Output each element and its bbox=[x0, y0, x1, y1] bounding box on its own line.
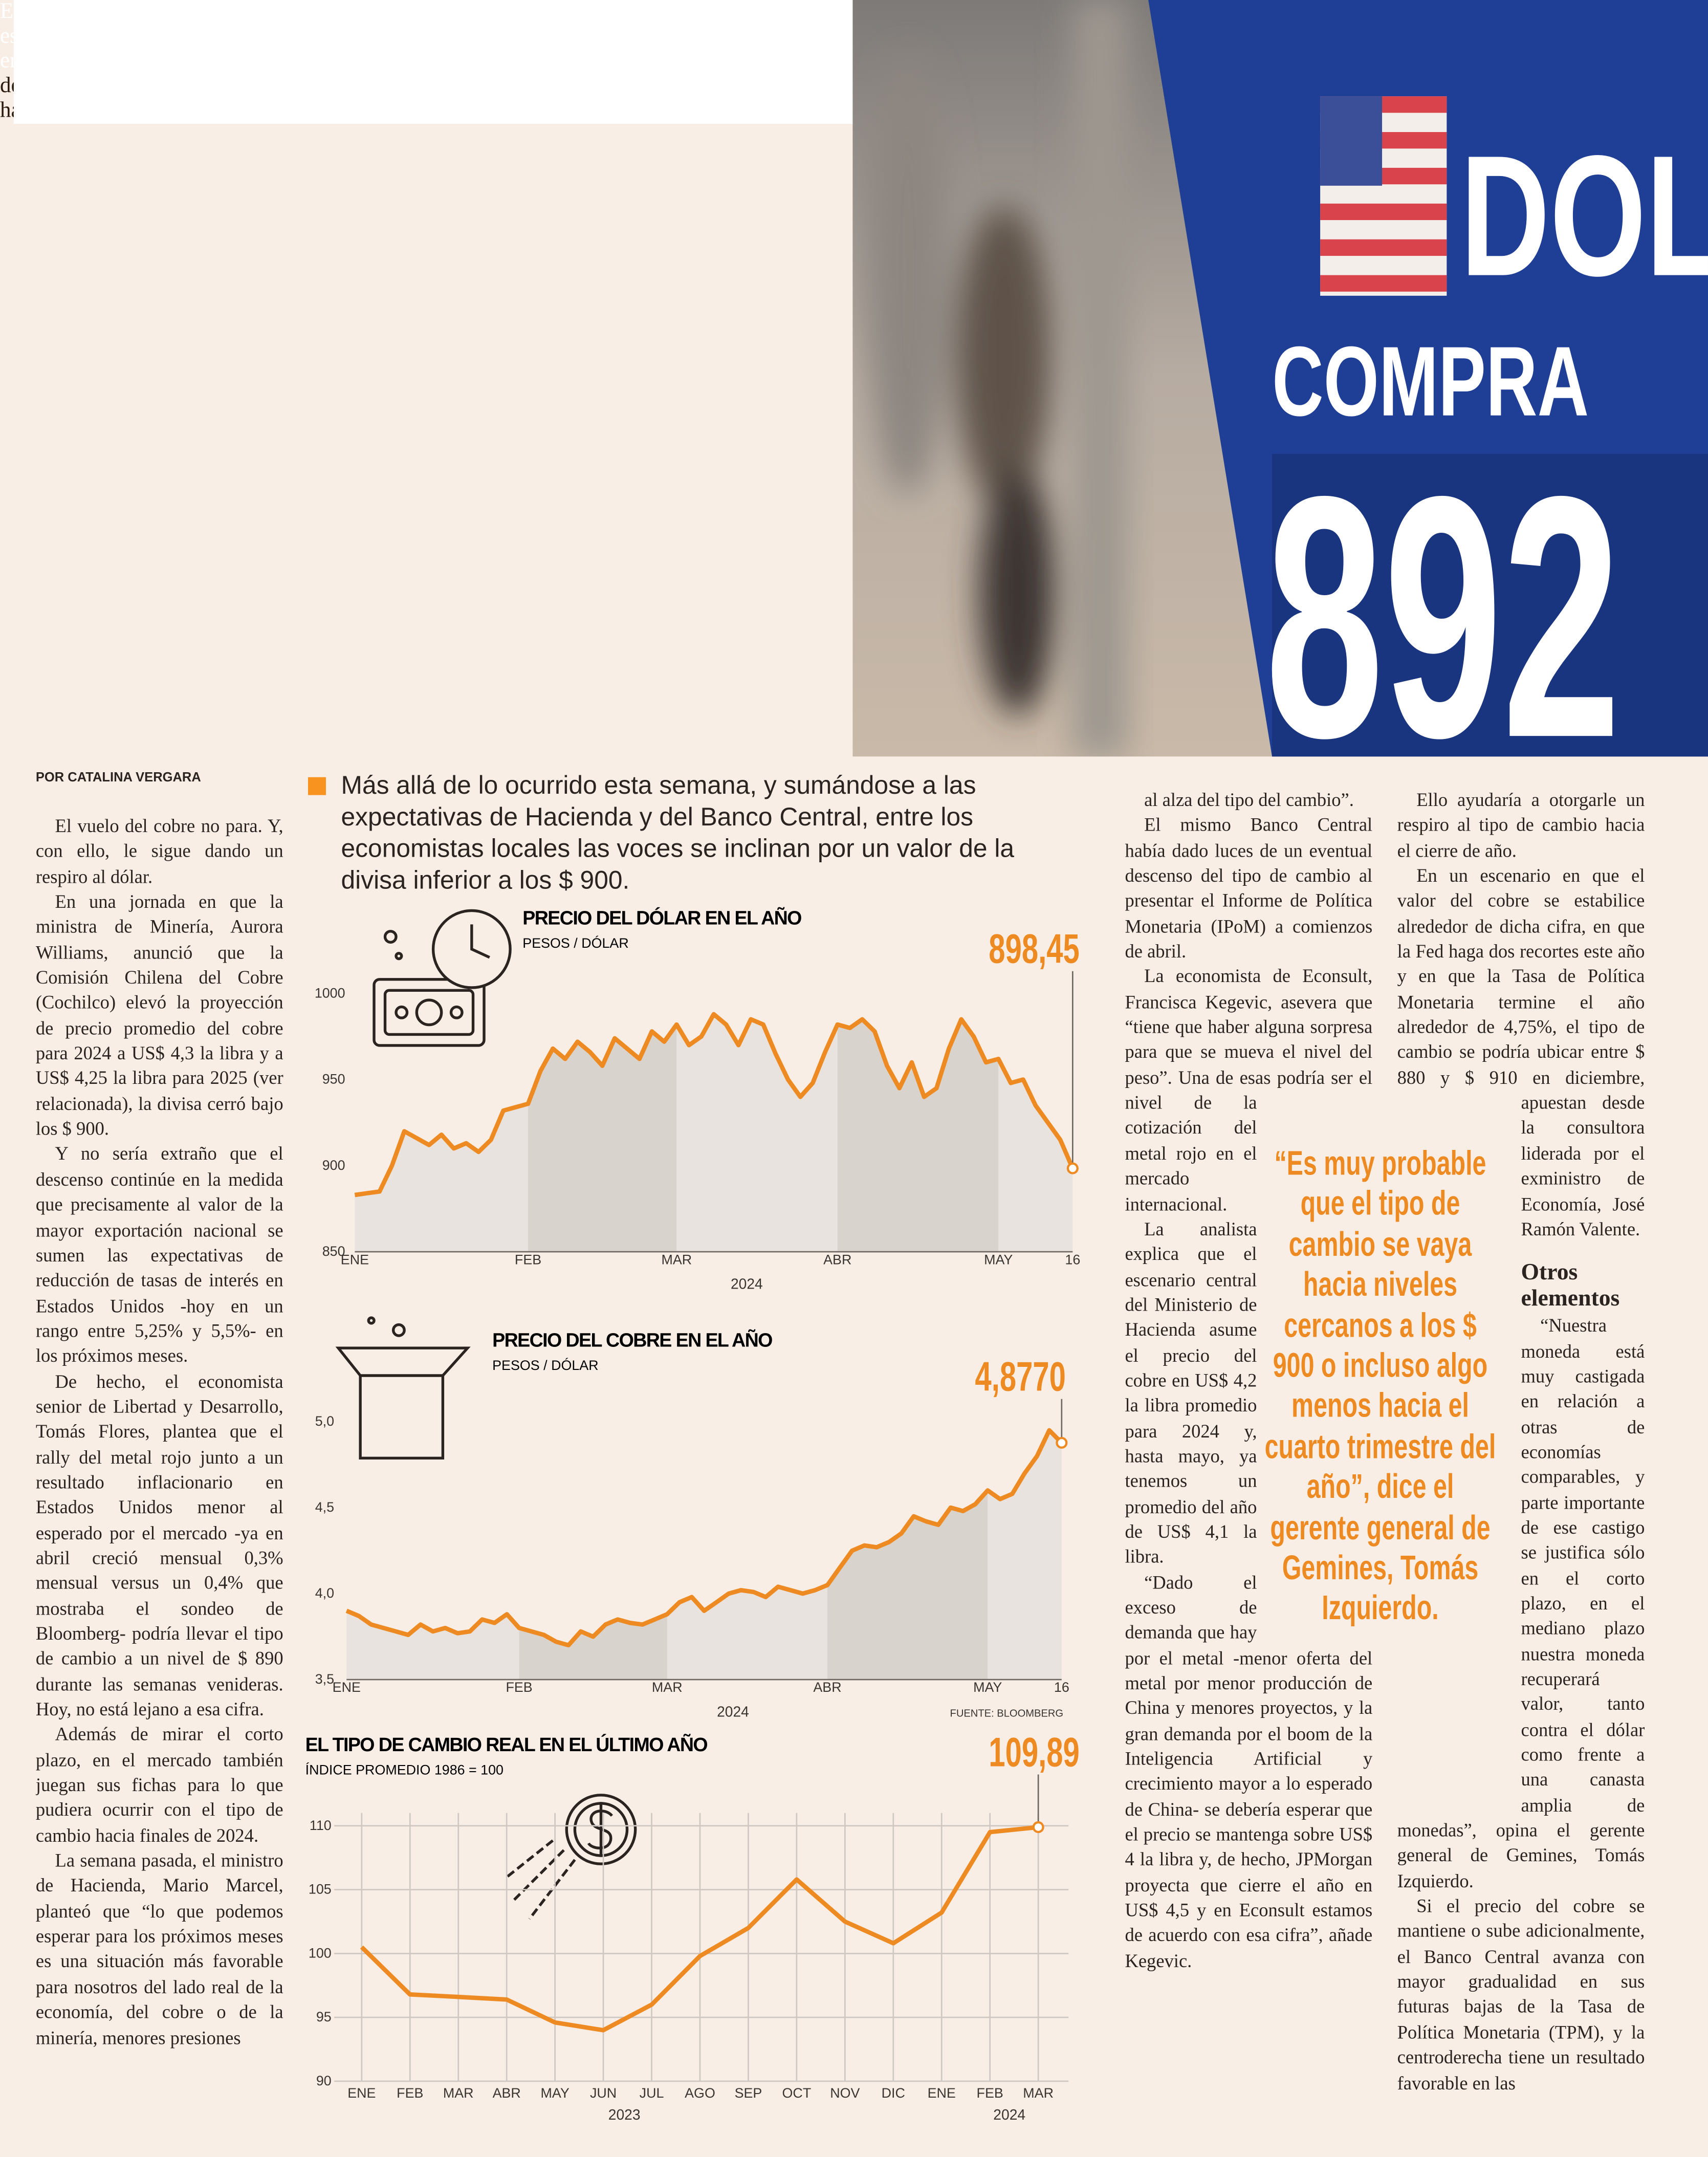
x-tick-label: AGO bbox=[685, 2085, 715, 2101]
icon-copper bbox=[335, 1316, 471, 1459]
x-tick-label: ABR bbox=[493, 2085, 521, 2101]
paragraph: “Nuestra moneda está muy castigada en re… bbox=[1397, 1315, 1645, 1891]
x-tick-label: OCT bbox=[782, 2085, 812, 2101]
year-label: 2024 bbox=[717, 1704, 749, 1720]
y-tick-label: 1000 bbox=[315, 985, 345, 1000]
icon-coin bbox=[505, 1794, 637, 1920]
paragraph: Ello ayudaría a otorgarle un respiro al … bbox=[1397, 789, 1645, 861]
icon-money bbox=[373, 909, 512, 1047]
end-marker bbox=[1056, 1436, 1068, 1449]
sign-text: 892 bbox=[1265, 425, 1621, 756]
line bbox=[345, 1428, 1063, 1648]
paragraph: En un escenario en que el valor del cobr… bbox=[1397, 865, 1645, 1239]
paragraph: La economista de Econsult, Francisca Keg… bbox=[1125, 966, 1373, 1214]
x-tick-label: JUN bbox=[590, 2085, 617, 2101]
y-tick-label: 110 bbox=[310, 1818, 332, 1833]
x-tick-label: JUL bbox=[640, 2085, 664, 2101]
column: al alza del tipo del cambio”. El mismo Ba… bbox=[1125, 788, 1372, 2143]
x-tick-label: ENE bbox=[341, 1252, 369, 1267]
y-tick-label: 95 bbox=[316, 2009, 332, 2024]
subhead: Otros elementos bbox=[1521, 1259, 1620, 1312]
x-tick-label: NOV bbox=[830, 2085, 860, 2101]
x-tick-label: FEB bbox=[397, 2085, 423, 2101]
x-tick-label: MAY bbox=[973, 1680, 1002, 1695]
x-tick-label: ABR bbox=[823, 1252, 851, 1267]
paragraph: De hecho, el economista senior de Libert… bbox=[35, 1370, 283, 1720]
value-label: 109,89 bbox=[989, 1729, 1080, 1775]
value-label: 898,45 bbox=[989, 925, 1080, 972]
paragraph: La semana pasada, el ministro de Haciend… bbox=[35, 1850, 283, 2048]
paragraph: Y no sería extraño que el descenso conti… bbox=[35, 1143, 283, 1366]
column: Ello ayudaría a otorgarle un respiro al … bbox=[1397, 788, 1645, 2143]
source: FUENTE: BLOOMBERG bbox=[950, 1708, 1064, 1719]
y-tick-label: 950 bbox=[322, 1072, 345, 1087]
x-tick-label: FEB bbox=[506, 1680, 532, 1695]
sign-text: COMPRA bbox=[1272, 325, 1589, 437]
month-band bbox=[528, 1014, 677, 1252]
paragraph: Además de mirar el corto plazo, en el me… bbox=[35, 1724, 283, 1846]
y-tick-label: 5,0 bbox=[315, 1413, 334, 1429]
y-tick-label: 3,5 bbox=[315, 1671, 334, 1687]
x-tick-label: ABR bbox=[813, 1680, 841, 1695]
pull-quote: “Es muy probable que el tipo de cambio s… bbox=[1264, 1144, 1496, 1628]
year-label: 2023 bbox=[608, 2106, 641, 2123]
paragraph: En una jornada en que la ministra de Min… bbox=[35, 891, 283, 1139]
paragraph: El vuelo del cobre no para. Y, con ello,… bbox=[35, 815, 283, 887]
us-flag bbox=[1320, 96, 1447, 296]
paragraph: “Dado el exceso de demanda que hay por e… bbox=[1125, 1572, 1373, 1971]
x-tick-label: MAR bbox=[661, 1252, 692, 1267]
x-tick-label: FEB bbox=[515, 1252, 541, 1267]
x-tick-label: SEP bbox=[735, 2085, 762, 2101]
y-tick-label: 4,5 bbox=[315, 1499, 334, 1515]
line bbox=[360, 1825, 1039, 2033]
x-tick-label: ENE bbox=[333, 1680, 361, 1695]
y-tick-label: 900 bbox=[322, 1158, 345, 1173]
y-tick-label: 90 bbox=[316, 2073, 332, 2088]
chart-title: PRECIO DEL DÓLAR EN EL AÑO bbox=[522, 907, 801, 928]
month-band bbox=[837, 1014, 999, 1252]
x-tick-label: MAR bbox=[443, 2085, 474, 2101]
x-tick-label: FEB bbox=[977, 2085, 1003, 2101]
x-tick-label: MAY bbox=[984, 1252, 1013, 1267]
x-tick-label: MAY bbox=[541, 2085, 570, 2101]
month-band bbox=[827, 1430, 988, 1680]
y-tick-label: 105 bbox=[309, 1882, 332, 1897]
sign-panel bbox=[1272, 454, 1708, 757]
y-tick-label: 100 bbox=[309, 1945, 332, 1960]
x-tick-label: MAR bbox=[652, 1680, 683, 1695]
blurred-people bbox=[866, 0, 1128, 757]
column: El vuelo del cobre no para. Y, con ello,… bbox=[36, 814, 283, 2142]
chart-subtitle: PESOS / DÓLAR bbox=[522, 935, 628, 951]
year-label: 2024 bbox=[731, 1276, 763, 1292]
sign-text: DOL bbox=[1460, 120, 1708, 312]
paragraph: Si el precio del cobre se mantiene o sub… bbox=[1397, 1895, 1645, 2093]
x-tick-label: 16 bbox=[1054, 1680, 1069, 1695]
x-tick-label: ENE bbox=[928, 2085, 956, 2101]
end-marker bbox=[1066, 1162, 1079, 1174]
y-tick-label: 4,0 bbox=[315, 1585, 334, 1601]
x-tick-label: DIC bbox=[882, 2085, 905, 2101]
year-label: 2024 bbox=[993, 2106, 1025, 2123]
chart-subtitle: PESOS / DÓLAR bbox=[492, 1357, 598, 1373]
x-tick-label: ENE bbox=[347, 2085, 376, 2101]
byline: POR CATALINA VERGARA bbox=[35, 770, 201, 786]
white-block bbox=[13, 0, 853, 124]
paragraph: al alza del tipo del cambio”. bbox=[1144, 789, 1354, 811]
photo: DOL COMPRA 892 bbox=[852, 0, 1708, 757]
line bbox=[354, 1012, 1075, 1197]
paragraph: El mismo Banco Central había dado luces … bbox=[1125, 815, 1373, 962]
chart-title: EL TIPO DE CAMBIO REAL EN EL ÚLTIMO AÑO bbox=[305, 1734, 708, 1755]
end-marker bbox=[1032, 1821, 1044, 1834]
y-tick-label: 850 bbox=[322, 1244, 345, 1259]
lead: Más allá de lo ocurrido esta semana, y s… bbox=[341, 770, 1015, 895]
x-tick-label: 16 bbox=[1065, 1252, 1080, 1267]
lead-bullet bbox=[308, 777, 326, 795]
value-label: 4,8770 bbox=[975, 1353, 1066, 1400]
paragraph: La analista explica que el escenario cen… bbox=[1125, 1218, 1257, 1567]
chart-subtitle: ÍNDICE PROMEDIO 1986 = 100 bbox=[305, 1762, 503, 1778]
x-tick-label: MAR bbox=[1023, 2085, 1054, 2101]
chart-title: PRECIO DEL COBRE EN EL AÑO bbox=[492, 1330, 772, 1351]
